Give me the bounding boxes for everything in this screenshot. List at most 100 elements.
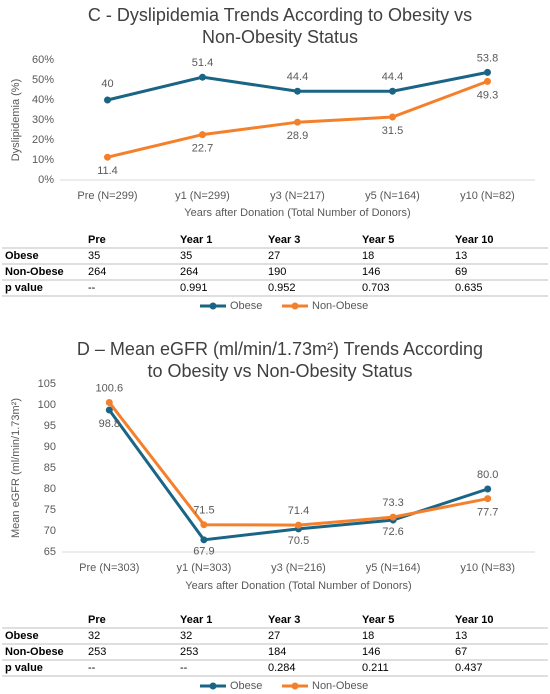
data-label: 11.4 xyxy=(97,165,118,177)
y-tick-label: 60% xyxy=(32,54,54,66)
table-header: Pre xyxy=(88,614,106,626)
table-header: Year 5 xyxy=(362,614,394,626)
y-tick-label: 0% xyxy=(38,174,54,186)
y-tick-label: 80 xyxy=(44,483,56,495)
table-cell: 146 xyxy=(362,646,380,658)
row-label: p value xyxy=(5,282,43,294)
y-axis-title: Dyslipidemia (%) xyxy=(10,79,22,162)
table-cell: 253 xyxy=(88,646,106,658)
y-axis-title: Mean eGFR (ml/min/1.73m²) xyxy=(10,398,22,538)
data-label: 71.4 xyxy=(288,505,309,517)
table-cell: 0.635 xyxy=(455,282,483,294)
legend-marker xyxy=(209,682,217,690)
x-tick-label: Pre (N=303) xyxy=(79,562,139,574)
table-cell: 69 xyxy=(455,266,467,278)
data-point xyxy=(389,113,396,121)
data-label: 49.3 xyxy=(477,89,498,101)
data-point xyxy=(389,513,397,521)
row-label: Non-Obese xyxy=(5,266,64,278)
table-cell: 0.703 xyxy=(362,282,390,294)
legend-label: Non-Obese xyxy=(312,680,368,692)
data-label: 51.4 xyxy=(192,57,213,69)
data-point xyxy=(105,398,113,406)
data-point xyxy=(199,131,206,139)
table-cell: 0.952 xyxy=(268,282,296,294)
x-tick-label: y3 (N=217) xyxy=(270,190,325,202)
table-cell: 0.991 xyxy=(180,282,208,294)
table-cell: 264 xyxy=(180,266,198,278)
data-label: 28.9 xyxy=(287,130,308,142)
row-label: p value xyxy=(5,662,43,674)
data-point xyxy=(484,68,491,76)
table-cell: 0.211 xyxy=(362,662,389,674)
chart-title: C - Dyslipidemia Trends According to Obe… xyxy=(87,5,473,47)
y-tick-label: 65 xyxy=(44,546,56,558)
data-point xyxy=(484,77,491,85)
row-label: Obese xyxy=(5,250,39,262)
x-tick-label: y1 (N=303) xyxy=(177,562,232,574)
table-cell: -- xyxy=(180,662,188,674)
table-header: Year 10 xyxy=(455,234,494,246)
x-tick-label: y1 (N=299) xyxy=(175,190,230,202)
x-tick-label: Pre (N=299) xyxy=(77,190,137,202)
legend-label: Obese xyxy=(230,300,262,312)
table-cell: 0.284 xyxy=(268,662,296,674)
data-label: 71.5 xyxy=(193,505,214,517)
table-cell: 35 xyxy=(180,250,192,262)
data-point xyxy=(200,536,208,544)
table-cell: 18 xyxy=(362,250,374,262)
data-label: 44.4 xyxy=(287,71,308,83)
table-cell: -- xyxy=(88,282,96,294)
y-tick-label: 105 xyxy=(38,378,56,390)
table-cell: 13 xyxy=(455,250,467,262)
table-header: Pre xyxy=(88,234,106,246)
data-label: 98.8 xyxy=(99,418,120,430)
y-tick-label: 90 xyxy=(44,441,56,453)
table-header: Year 5 xyxy=(362,234,394,246)
table-header: Year 1 xyxy=(180,234,212,246)
legend-marker xyxy=(209,302,217,310)
table-cell: 32 xyxy=(180,630,192,642)
data-point xyxy=(104,153,111,161)
legend-label: Obese xyxy=(230,680,262,692)
data-label: 77.7 xyxy=(477,507,498,519)
data-point xyxy=(199,73,206,81)
data-label: 70.5 xyxy=(288,535,309,547)
data-label: 53.8 xyxy=(477,52,498,64)
table-cell: 190 xyxy=(268,266,286,278)
y-tick-label: 85 xyxy=(44,462,56,474)
legend-marker xyxy=(291,682,299,690)
data-label: 22.7 xyxy=(192,143,213,155)
x-tick-label: y3 (N=216) xyxy=(271,562,326,574)
x-tick-label: y5 (N=164) xyxy=(365,190,420,202)
table-cell: 67 xyxy=(455,646,467,658)
y-tick-label: 30% xyxy=(32,114,54,126)
table-cell: 253 xyxy=(180,646,198,658)
data-point xyxy=(484,495,492,503)
table-cell: 35 xyxy=(88,250,100,262)
table-cell: 32 xyxy=(88,630,100,642)
data-point xyxy=(389,87,396,95)
data-point xyxy=(105,406,113,414)
table-cell: 264 xyxy=(88,266,106,278)
y-tick-label: 40% xyxy=(32,94,54,106)
legend-label: Non-Obese xyxy=(312,300,368,312)
table-cell: 27 xyxy=(268,630,280,642)
chart-title: D – Mean eGFR (ml/min/1.73m²) Trends Acc… xyxy=(76,339,484,381)
data-label: 44.4 xyxy=(382,71,403,83)
data-label: 72.6 xyxy=(382,526,403,538)
row-label: Non-Obese xyxy=(5,646,64,658)
table-cell: -- xyxy=(88,662,96,674)
data-point xyxy=(295,521,302,529)
table-cell: 146 xyxy=(362,266,380,278)
data-point xyxy=(294,118,301,126)
y-tick-label: 50% xyxy=(32,74,54,86)
table-header: Year 3 xyxy=(268,614,300,626)
y-tick-label: 10% xyxy=(32,154,54,166)
data-label: 40 xyxy=(101,78,113,90)
y-tick-label: 70 xyxy=(44,525,56,537)
y-tick-label: 100 xyxy=(38,399,56,411)
x-tick-label: y5 (N=164) xyxy=(366,562,421,574)
